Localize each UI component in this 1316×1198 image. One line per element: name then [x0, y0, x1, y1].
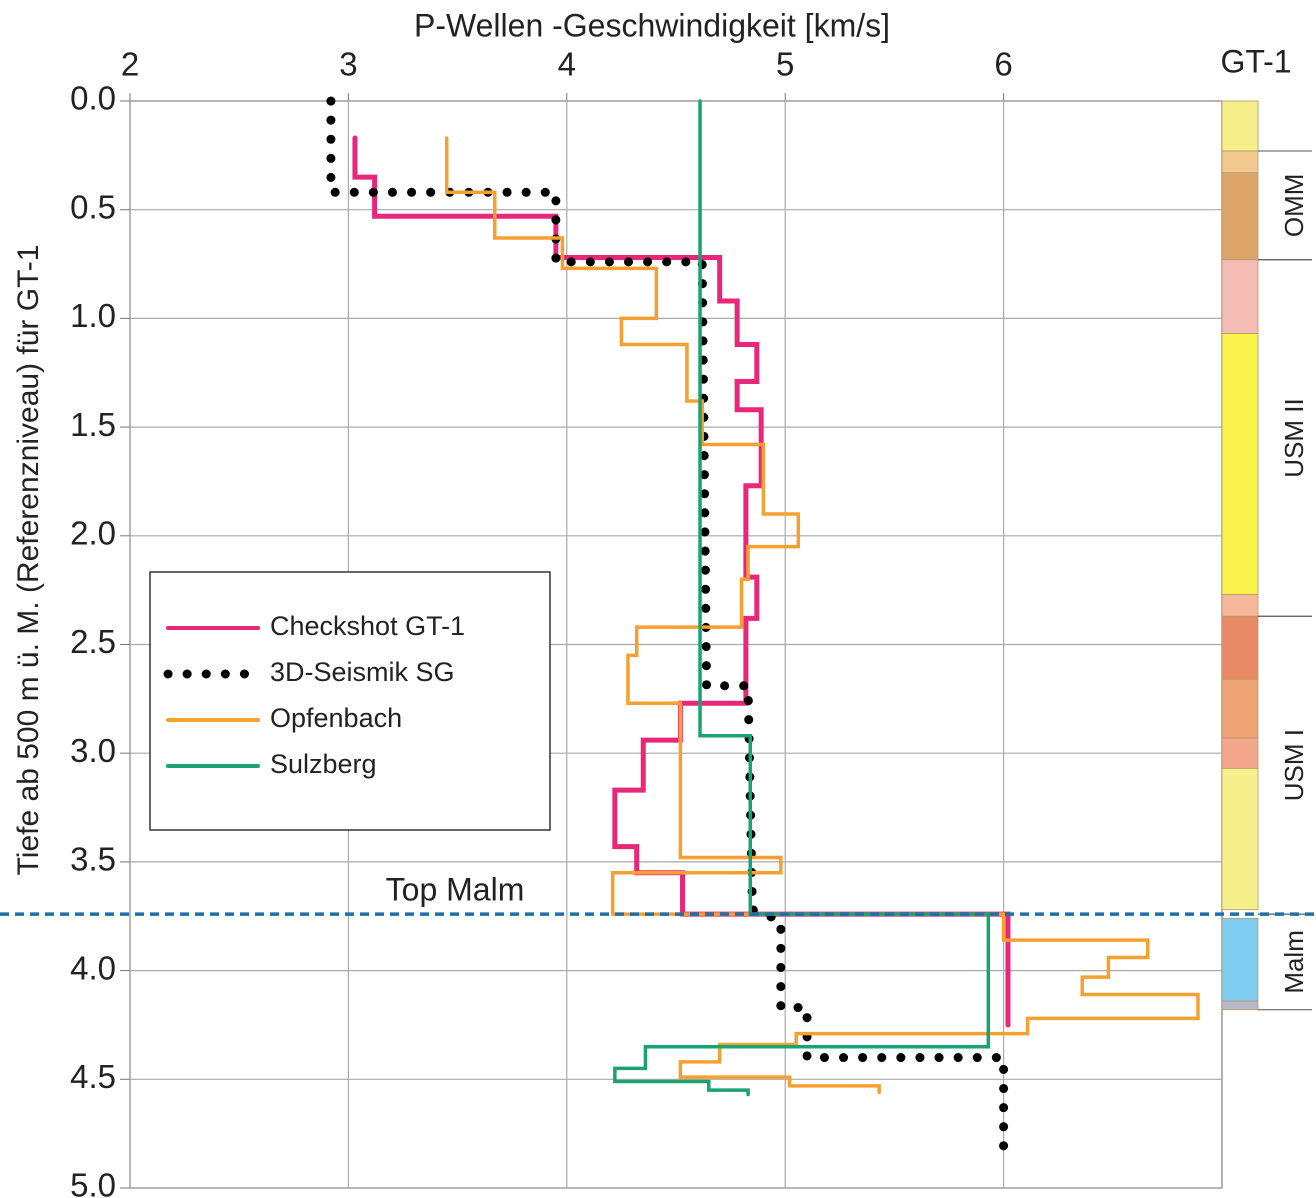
chart-title: P-Wellen -Geschwindigkeit [km/s]: [414, 7, 890, 43]
y-tick-label: 1.0: [70, 297, 116, 334]
litho-layer: [1221, 594, 1259, 617]
y-tick-label: 1.5: [70, 406, 116, 443]
y-tick-label: 5.0: [70, 1167, 116, 1198]
litho-layer: [1221, 737, 1259, 769]
y-tick-label: 3.0: [70, 732, 116, 769]
y-tick-label: 2.5: [70, 623, 116, 660]
x-tick-label: 2: [121, 46, 139, 83]
x-tick-label: 6: [994, 46, 1012, 83]
y-axis-label: Tiefe ab 500 m ü. M. (Referenzniveau) fü…: [12, 245, 45, 876]
legend-label: 3D-Seismik SG: [270, 657, 455, 687]
y-tick-label: 2.0: [70, 515, 116, 552]
legend-box: [149, 571, 551, 831]
y-tick-label: 0.0: [70, 80, 116, 117]
legend-label: Checkshot GT-1: [270, 611, 465, 641]
x-tick-label: 3: [339, 46, 357, 83]
y-tick-label: 4.5: [70, 1058, 116, 1095]
litho-layer: [1221, 100, 1259, 152]
x-tick-label: 5: [776, 46, 794, 83]
y-tick-label: 4.0: [70, 949, 116, 986]
legend-label: Opfenbach: [270, 703, 402, 733]
litho-layer: [1221, 150, 1259, 174]
unit-label: USM I: [1279, 729, 1309, 801]
x-tick-label: 4: [558, 46, 576, 83]
litho-layer: [1221, 1000, 1259, 1011]
litho-layer: [1221, 172, 1259, 261]
litho-layer: [1221, 678, 1259, 739]
annotation: Top Malm: [386, 872, 525, 908]
y-tick-label: 0.5: [70, 188, 116, 225]
data-line: [352, 135, 1011, 1028]
unit-label: USM II: [1279, 398, 1309, 477]
unit-label: Malm: [1279, 930, 1309, 994]
legend-label: Sulzberg: [270, 749, 377, 779]
data-line: [444, 136, 1200, 1095]
column-title: GT-1: [1220, 43, 1291, 79]
y-tick-label: 3.5: [70, 841, 116, 878]
litho-layer: [1221, 259, 1259, 335]
unit-label: OMM: [1279, 174, 1309, 238]
litho-layer: [1221, 918, 1259, 1002]
data-line: [613, 99, 991, 1097]
litho-layer: [1221, 768, 1259, 911]
litho-layer: [1221, 333, 1259, 595]
litho-layer: [1221, 615, 1259, 680]
